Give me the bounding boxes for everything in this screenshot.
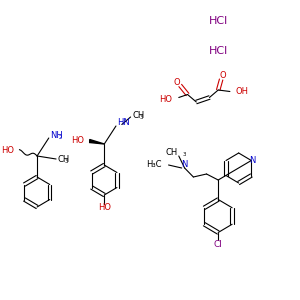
Text: 3: 3 xyxy=(182,152,186,157)
Text: Cl: Cl xyxy=(214,240,223,249)
Text: 3: 3 xyxy=(139,115,143,120)
Text: HO: HO xyxy=(71,136,84,145)
Text: N: N xyxy=(182,160,188,169)
Text: HCl: HCl xyxy=(208,16,228,26)
Text: N: N xyxy=(250,156,256,165)
Text: HO: HO xyxy=(98,203,111,212)
Text: 2: 2 xyxy=(58,135,62,140)
Text: H₃C: H₃C xyxy=(147,160,162,169)
Polygon shape xyxy=(90,140,104,144)
Text: CH: CH xyxy=(58,154,70,164)
Text: O: O xyxy=(219,71,226,80)
Text: HCl: HCl xyxy=(208,46,228,56)
Text: CH: CH xyxy=(165,148,177,157)
Text: HN: HN xyxy=(117,118,130,127)
Text: OH: OH xyxy=(235,87,248,96)
Text: O: O xyxy=(173,78,180,87)
Text: CH: CH xyxy=(132,111,144,120)
Text: 3: 3 xyxy=(65,159,68,164)
Text: NH: NH xyxy=(50,130,63,140)
Text: HO: HO xyxy=(159,94,172,103)
Text: HO: HO xyxy=(1,146,14,155)
